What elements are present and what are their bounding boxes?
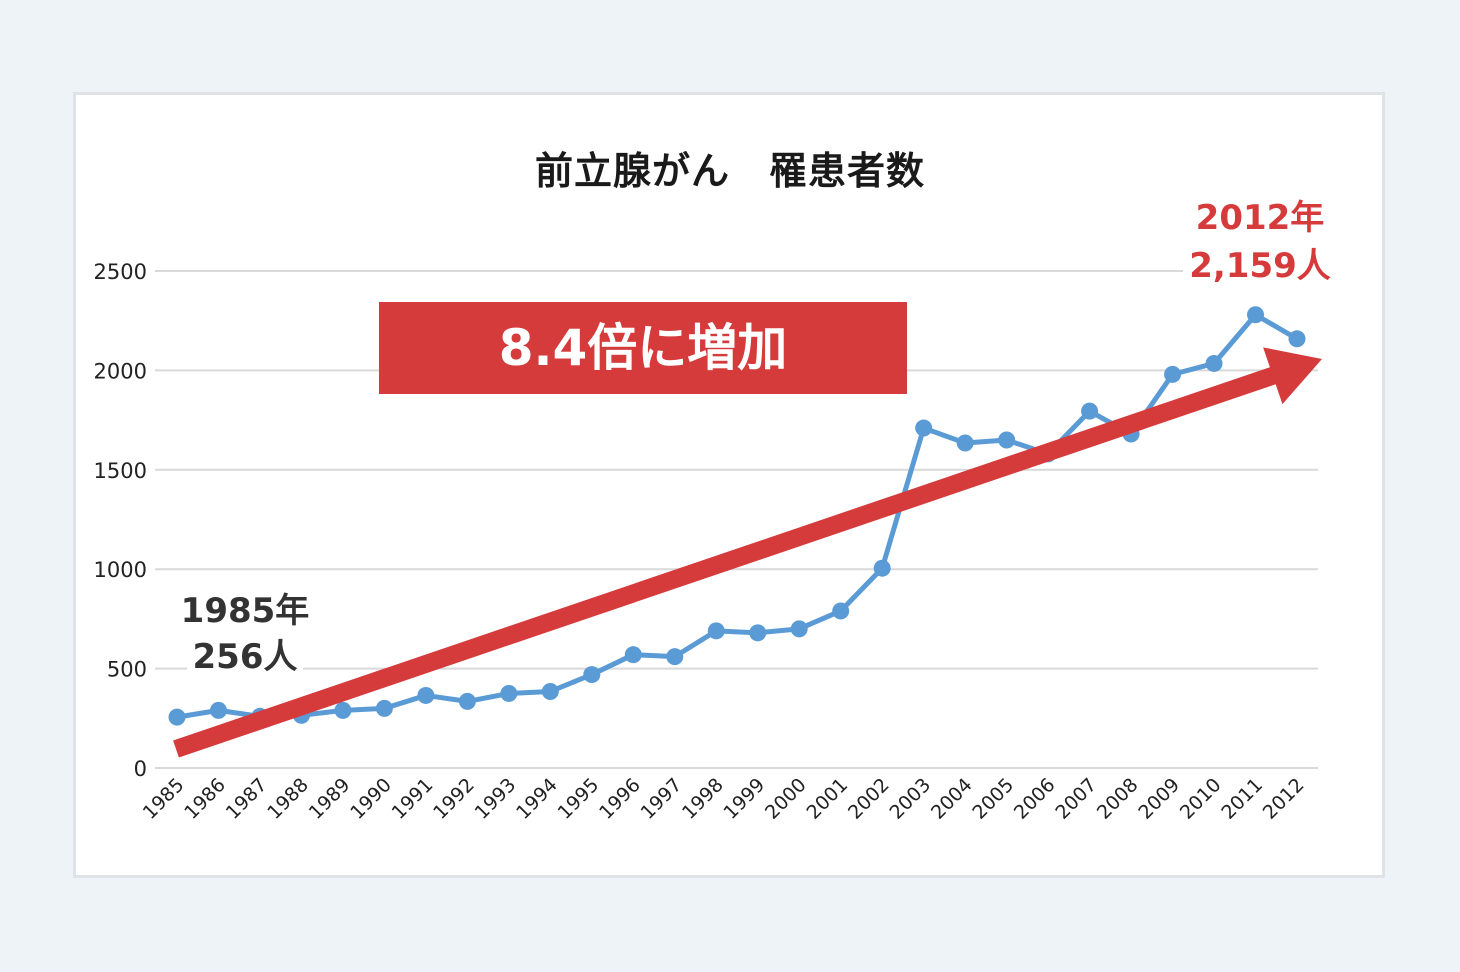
- x-tick-label: 2004: [927, 774, 977, 824]
- x-tick-label: 1991: [388, 774, 438, 824]
- y-tick-label: 500: [107, 658, 147, 682]
- data-point: [1164, 365, 1182, 383]
- x-tick-label: 1994: [512, 774, 562, 824]
- x-tick-label: 2005: [968, 774, 1018, 824]
- x-tick-label: 2011: [1217, 774, 1267, 824]
- trend-arrow-icon: [173, 347, 1323, 758]
- data-point: [500, 684, 518, 702]
- end-annotation: 2012年 2,159人: [1170, 194, 1350, 290]
- x-tick-label: 1988: [263, 774, 313, 824]
- x-tick-label: 1997: [637, 774, 687, 824]
- x-tick-label: 2010: [1176, 774, 1226, 824]
- increase-banner: 8.4倍に増加: [379, 302, 907, 394]
- y-tick-label: 1500: [94, 459, 147, 483]
- x-tick-label: 1985: [139, 774, 189, 824]
- x-tick-label: 2012: [1259, 774, 1309, 824]
- chart-card: [73, 92, 1385, 878]
- x-tick-label: 2008: [1093, 774, 1143, 824]
- y-tick-label: 2500: [94, 260, 147, 284]
- data-point: [1081, 402, 1099, 420]
- data-point: [873, 559, 891, 577]
- data-point: [915, 419, 933, 437]
- x-tick-label: 1990: [346, 774, 396, 824]
- end-value: 2,159人: [1183, 242, 1337, 290]
- x-tick-label: 2002: [844, 774, 894, 824]
- x-tick-label: 1999: [720, 774, 770, 824]
- data-point: [1205, 354, 1223, 372]
- x-axis-ticks: 1985198619871988198919901991199219931994…: [139, 774, 1309, 824]
- data-point: [458, 692, 476, 710]
- x-tick-label: 2006: [1010, 774, 1060, 824]
- data-point: [168, 708, 186, 726]
- data-point: [666, 648, 684, 666]
- data-point: [334, 701, 352, 719]
- y-tick-label: 2000: [94, 359, 147, 383]
- data-point: [417, 686, 435, 704]
- chart-title: 前立腺がん 罹患者数: [534, 149, 925, 193]
- data-point: [624, 646, 642, 664]
- y-tick-label: 0: [134, 757, 147, 781]
- x-tick-label: 2009: [1134, 774, 1184, 824]
- x-tick-label: 1987: [222, 774, 272, 824]
- data-point: [749, 624, 767, 642]
- x-tick-label: 2007: [1051, 774, 1101, 824]
- x-tick-label: 1998: [678, 774, 728, 824]
- y-tick-label: 1000: [94, 558, 147, 582]
- end-year: 2012年: [1189, 194, 1331, 242]
- data-point: [541, 682, 559, 700]
- data-point: [832, 602, 850, 620]
- x-tick-label: 2000: [761, 774, 811, 824]
- data-point: [998, 431, 1016, 449]
- x-tick-label: 1995: [554, 774, 604, 824]
- data-point: [1288, 330, 1306, 348]
- data-point: [956, 434, 974, 452]
- data-point: [209, 701, 227, 719]
- data-point: [1247, 306, 1265, 324]
- x-tick-label: 1986: [180, 774, 230, 824]
- start-annotation: 1985年 256人: [170, 588, 320, 680]
- data-point: [583, 666, 601, 684]
- x-tick-label: 2003: [885, 774, 935, 824]
- data-point: [375, 699, 393, 717]
- x-tick-label: 1989: [305, 774, 355, 824]
- x-tick-label: 2001: [802, 774, 852, 824]
- data-point: [790, 620, 808, 638]
- x-tick-label: 1992: [429, 774, 479, 824]
- data-point: [707, 622, 725, 640]
- start-value: 256人: [186, 634, 304, 680]
- x-tick-label: 1993: [471, 774, 521, 824]
- x-tick-label: 1996: [595, 774, 645, 824]
- start-year: 1985年: [174, 588, 316, 634]
- y-axis-ticks: 0 500 1000 1500 2000 2500: [94, 260, 147, 781]
